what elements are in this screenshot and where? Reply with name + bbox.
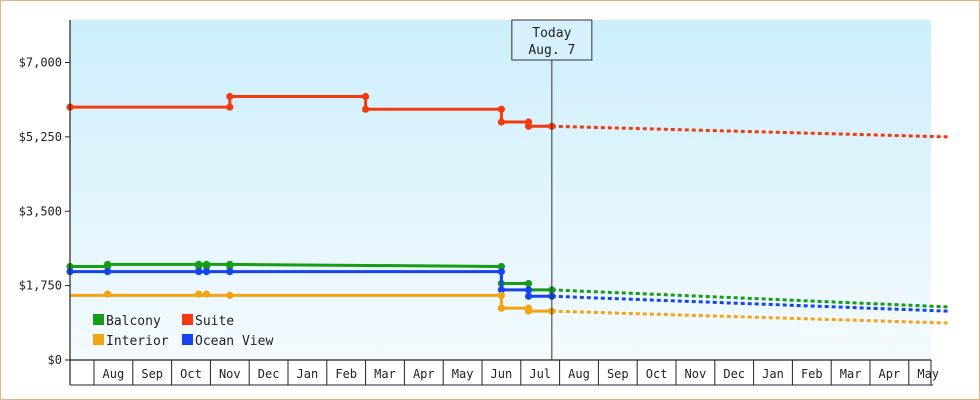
y-tick-label: $7,000 <box>19 56 62 70</box>
data-point-suite <box>226 92 234 101</box>
today-label-box <box>511 19 593 61</box>
data-point-ocean-view <box>103 268 112 276</box>
legend-label-balcony: Balcony <box>106 314 161 329</box>
data-point-interior <box>195 290 203 298</box>
data-point-ocean-view <box>195 268 203 276</box>
x-tick-label: Jan <box>762 367 784 381</box>
data-point-suite <box>362 92 370 101</box>
data-point-suite <box>524 122 533 130</box>
data-point-suite <box>497 118 505 126</box>
x-tick-label: Aug <box>568 367 590 381</box>
data-point-balcony <box>524 279 533 288</box>
x-tick-label: Jan <box>297 367 319 381</box>
data-point-ocean-view <box>497 268 505 276</box>
today-marker: Today Aug. 7 <box>511 19 593 360</box>
x-tick-label: May <box>917 367 939 381</box>
y-tick-label: $3,500 <box>19 204 62 218</box>
data-point-suite <box>362 105 370 113</box>
data-point-ocean-view <box>524 286 533 294</box>
x-tick-label: Jul <box>529 367 551 381</box>
x-tick-label: Dec <box>258 367 280 381</box>
legend-swatch-suite <box>182 314 193 325</box>
x-tick-label: Aug <box>103 367 125 381</box>
x-tick-label: Sep <box>607 367 629 381</box>
data-point-ocean-view <box>524 292 533 300</box>
x-tick-label: Apr <box>413 367 435 381</box>
data-point-interior <box>103 290 112 298</box>
data-point-interior <box>497 304 505 312</box>
legend-label-interior: Interior <box>106 334 169 349</box>
legend-swatch-balcony <box>93 314 104 325</box>
x-tick-label: Oct <box>646 367 668 381</box>
series-line-ocean-view <box>70 270 552 298</box>
data-point-balcony <box>195 260 203 268</box>
data-point-ocean-view <box>497 286 505 294</box>
series-layer <box>66 92 948 325</box>
data-point-balcony <box>103 260 112 268</box>
data-point-ocean-view <box>226 268 234 276</box>
series-forecast-interior <box>551 309 948 325</box>
today-label: Today <box>532 26 571 41</box>
data-point-balcony <box>202 260 211 268</box>
data-point-balcony <box>226 260 234 268</box>
series-line-interior <box>70 293 552 313</box>
x-tick-label: Sep <box>141 367 163 381</box>
x-tick-label: Feb <box>801 367 823 381</box>
data-point-interior <box>202 290 211 298</box>
x-tick-label: Feb <box>335 367 357 381</box>
data-point-balcony <box>497 262 505 271</box>
x-tick-label: Mar <box>840 367 862 381</box>
legend-swatch-interior <box>93 334 104 345</box>
data-point-interior <box>524 307 533 315</box>
legend: Balcony Suite Interior Ocean View <box>93 314 273 349</box>
y-tick-label: $0 <box>48 353 62 367</box>
x-tick-label: Nov <box>219 367 241 381</box>
x-tick-label: Oct <box>180 367 202 381</box>
legend-label-suite: Suite <box>195 314 234 329</box>
y-tick-label: $1,750 <box>19 279 62 293</box>
x-tick-label: Nov <box>685 367 707 381</box>
series-forecast-ocean-view <box>551 294 948 313</box>
y-tick-label: $5,250 <box>19 130 62 144</box>
x-tick-label: Apr <box>879 367 901 381</box>
legend-label-ocean-view: Ocean View <box>195 334 273 349</box>
today-date: Aug. 7 <box>528 43 575 58</box>
data-point-interior <box>497 291 505 299</box>
data-point-ocean-view <box>202 268 211 276</box>
axes-layer: $0 $1,750 $3,500 $5,250 $7,000 Aug Sep Oct Nov De… <box>19 20 939 386</box>
legend-swatch-ocean-view <box>182 334 193 345</box>
data-point-interior <box>226 291 234 299</box>
x-tick-label: Dec <box>723 367 745 381</box>
x-tick-label: Jun <box>491 367 513 381</box>
x-tick-label: May <box>452 367 474 381</box>
series-forecast-suite <box>551 124 948 139</box>
x-tick-label: Mar <box>374 367 396 381</box>
series-forecast-balcony <box>551 288 948 309</box>
data-point-suite <box>497 105 505 113</box>
data-point-suite <box>226 103 234 111</box>
